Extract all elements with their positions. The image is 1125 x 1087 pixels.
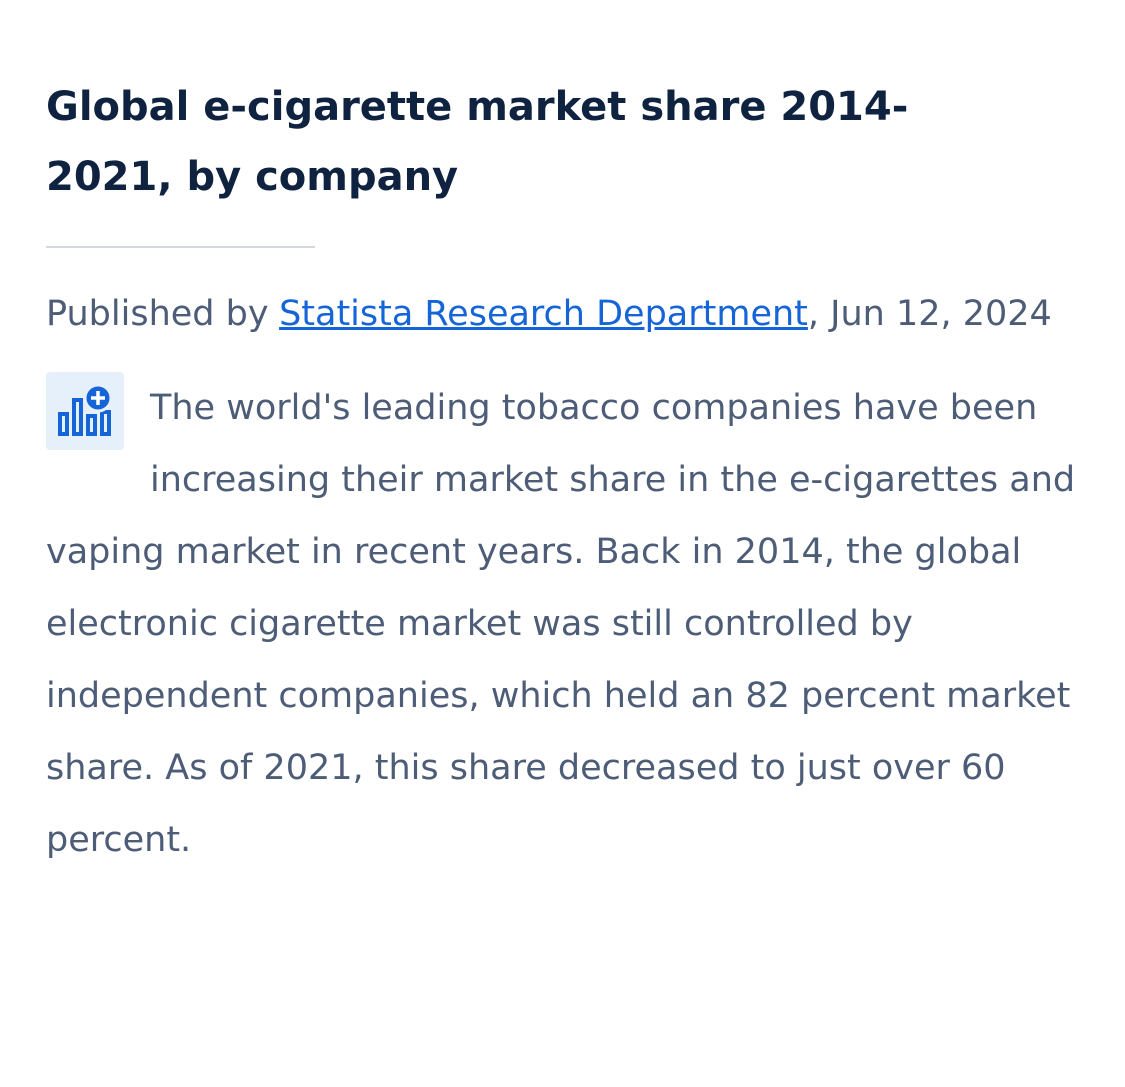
byline-date: , Jun 12, 2024	[807, 294, 1052, 334]
chart-icon	[46, 372, 124, 450]
author-link[interactable]: Statista Research Department	[279, 294, 808, 334]
article: Global e-cigarette market share 2014-202…	[46, 72, 1086, 876]
description: The world's leading tobacco companies ha…	[46, 372, 1086, 876]
title: Global e-cigarette market share 2014-202…	[46, 84, 909, 200]
description-text: The world's leading tobacco companies ha…	[46, 388, 1076, 860]
byline-prefix: Published by	[46, 294, 269, 334]
byline: Published by Statista Research Department…	[46, 278, 1086, 350]
divider	[46, 246, 315, 248]
